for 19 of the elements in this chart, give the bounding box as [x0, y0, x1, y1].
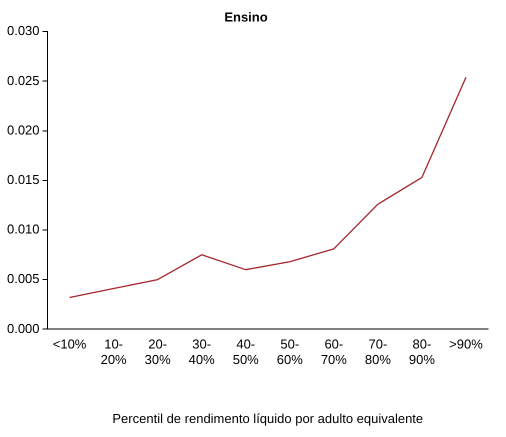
- y-tick-label: 0.015: [6, 172, 40, 187]
- y-tick-label: 0.020: [6, 122, 40, 138]
- x-tick-label: 10-20%: [100, 336, 128, 368]
- x-tick-label: 30-40%: [188, 336, 216, 368]
- y-tick-label: 0.025: [6, 72, 40, 88]
- x-tick-label: 70-80%: [364, 336, 392, 368]
- x-tick-label: 80-90%: [408, 336, 436, 368]
- x-tick-label: <10%: [52, 336, 87, 352]
- x-tick-label: 20-30%: [144, 336, 172, 368]
- x-axis-title: Percentil de rendimento líquido por adulto equivalente: [112, 410, 424, 426]
- x-tick-label: 60-70%: [320, 336, 348, 368]
- y-tick-label: 0.010: [6, 222, 40, 237]
- chart-title: Ensino: [224, 9, 268, 24]
- x-tick-label: >90%: [449, 336, 484, 352]
- y-tick-label: 0.030: [6, 23, 40, 38]
- x-tick-label: 40-50%: [232, 336, 260, 368]
- x-tick-label: 50-60%: [276, 336, 304, 368]
- y-tick-label: 0.000: [6, 320, 40, 336]
- y-tick-label: 0.005: [6, 271, 40, 286]
